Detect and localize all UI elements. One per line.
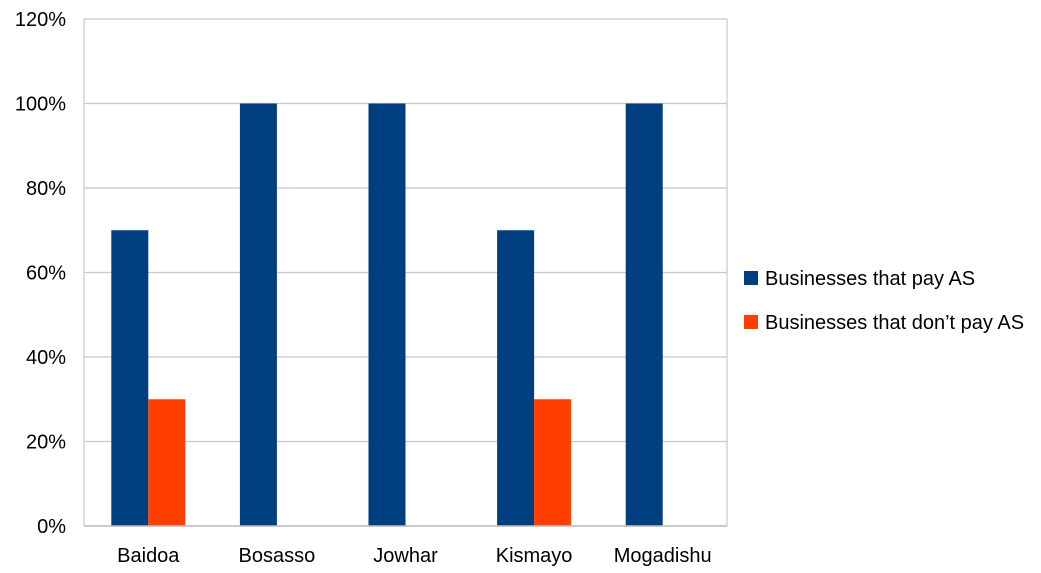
y-axis-tick-labels: 0% 20% 40% 60% 80% 100% 120% [15, 9, 66, 538]
axes [83, 19, 728, 527]
bar-jowhar-series-0 [368, 103, 406, 526]
y-tick-label: 80% [26, 178, 66, 200]
x-tick-label: Bosasso [239, 545, 316, 567]
y-tick-label: 0% [37, 516, 66, 538]
bars [111, 103, 663, 526]
bar-baidoa-series-1 [148, 399, 186, 526]
x-axis-tick-labels: Baidoa Bosasso Jowhar Kismayo Mogadishu [117, 545, 711, 567]
legend-swatch [744, 271, 758, 285]
y-tick-label: 60% [26, 263, 66, 285]
y-tick-label: 40% [26, 347, 66, 369]
y-tick-label: 20% [26, 432, 66, 454]
legend-label: Businesses that pay AS [765, 268, 975, 290]
x-tick-label: Baidoa [117, 545, 180, 567]
bar-kismayo-series-0 [497, 230, 535, 526]
legend-swatch [744, 315, 758, 329]
x-tick-label: Jowhar [373, 545, 438, 567]
bar-bosasso-series-0 [239, 103, 277, 526]
y-tick-label: 120% [15, 9, 66, 31]
legend-label: Businesses that don’t pay AS [765, 312, 1024, 334]
y-tick-label: 100% [15, 94, 66, 116]
bar-mogadishu-series-0 [625, 103, 663, 526]
bar-kismayo-series-1 [534, 399, 572, 526]
x-tick-label: Mogadishu [614, 545, 712, 567]
bar-baidoa-series-0 [111, 230, 149, 526]
legend: Businesses that pay AS Businesses that do… [744, 268, 1024, 334]
x-tick-label: Kismayo [496, 545, 573, 567]
